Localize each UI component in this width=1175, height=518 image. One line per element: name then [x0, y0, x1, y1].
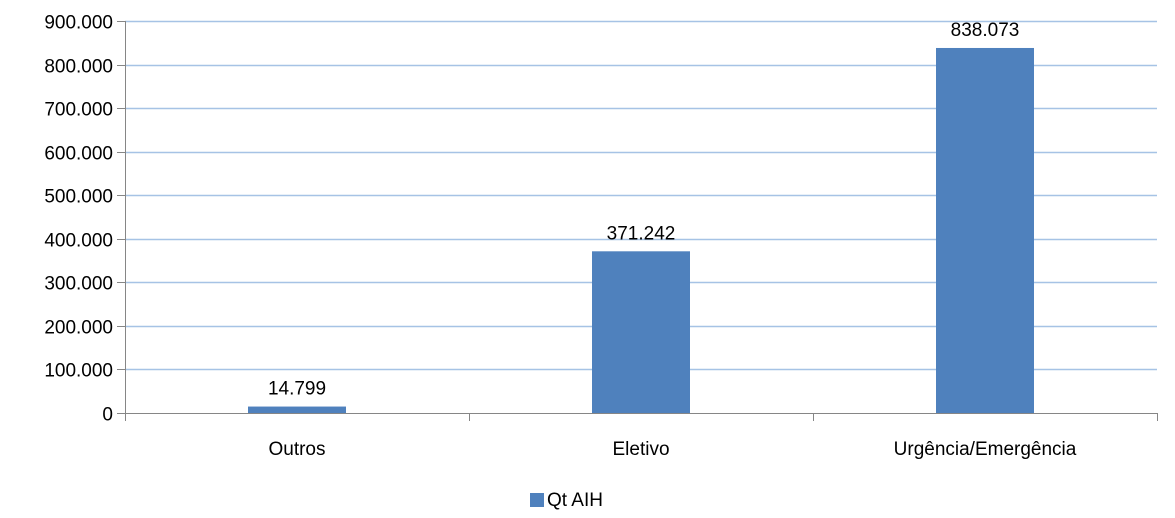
- bar: [248, 406, 346, 413]
- bar-value-label: 14.799: [268, 379, 326, 400]
- x-tick-label: Outros: [268, 439, 325, 460]
- bar: [936, 47, 1034, 413]
- labels: 0 100.000 200.000 300.000 400.000 500.000 600.…: [44, 13, 1076, 461]
- y-tick-label: 0: [102, 405, 113, 426]
- bar: [592, 251, 690, 413]
- gridlines: [125, 20, 1157, 371]
- y-tick-label: 600.000: [44, 144, 113, 165]
- y-tick-label: 200.000: [44, 318, 113, 339]
- y-tick-label: 100.000: [44, 361, 113, 382]
- y-tick-label: 400.000: [44, 231, 113, 252]
- x-tick-label: Eletivo: [612, 439, 669, 460]
- legend-label: Qt AIH: [547, 490, 603, 511]
- bar-value-label: 371.242: [607, 223, 676, 244]
- bars: [248, 47, 1034, 413]
- bar-value-label: 838.073: [951, 20, 1020, 41]
- y-tick-label: 900.000: [44, 13, 113, 34]
- x-tick-label: Urgência/Emergência: [894, 439, 1077, 460]
- y-tick-label: 700.000: [44, 100, 113, 121]
- y-tick-label: 500.000: [44, 187, 113, 208]
- legend-swatch: [530, 493, 544, 507]
- y-tick-label: 300.000: [44, 274, 113, 295]
- axes: [117, 21, 1158, 421]
- y-tick-label: 800.000: [44, 57, 113, 78]
- legend: Qt AIH: [530, 490, 603, 511]
